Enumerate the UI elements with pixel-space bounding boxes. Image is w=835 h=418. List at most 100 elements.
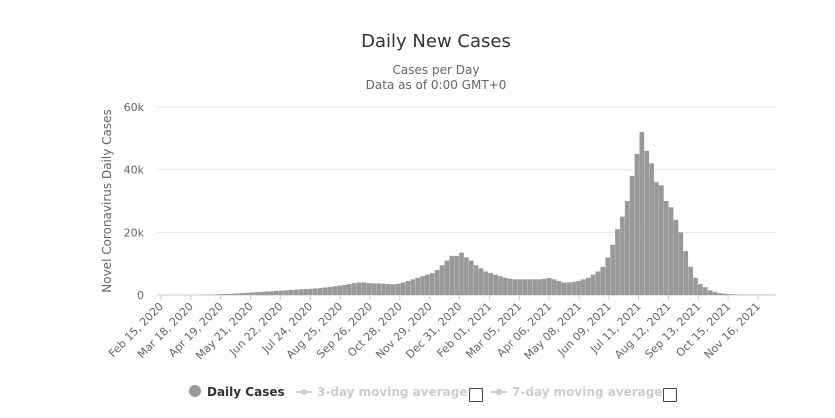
bar[interactable] bbox=[478, 268, 484, 295]
bar[interactable] bbox=[712, 291, 718, 295]
bar[interactable] bbox=[620, 216, 625, 295]
bar[interactable] bbox=[264, 291, 269, 295]
bar[interactable] bbox=[434, 269, 440, 295]
bar[interactable] bbox=[542, 278, 547, 295]
bar[interactable] bbox=[498, 276, 503, 295]
bar[interactable] bbox=[283, 290, 289, 295]
bar[interactable] bbox=[512, 279, 518, 295]
bar[interactable] bbox=[288, 289, 294, 295]
bar[interactable] bbox=[546, 278, 552, 295]
bar[interactable] bbox=[322, 287, 328, 295]
bar[interactable] bbox=[556, 280, 562, 295]
bar[interactable] bbox=[317, 288, 323, 295]
bar[interactable] bbox=[425, 274, 430, 295]
bar[interactable] bbox=[347, 284, 352, 295]
bar[interactable] bbox=[342, 284, 347, 295]
bar[interactable] bbox=[415, 277, 420, 295]
bar[interactable] bbox=[405, 280, 411, 295]
bar[interactable] bbox=[551, 279, 557, 295]
bar[interactable] bbox=[668, 207, 674, 295]
bar[interactable] bbox=[381, 283, 386, 295]
legend-item-daily-cases[interactable]: Daily Cases bbox=[189, 385, 285, 399]
bar[interactable] bbox=[464, 257, 469, 295]
bar[interactable] bbox=[629, 175, 635, 295]
bar[interactable] bbox=[605, 257, 611, 295]
bar[interactable] bbox=[581, 279, 586, 295]
bar[interactable] bbox=[702, 287, 708, 295]
bar[interactable] bbox=[600, 266, 606, 295]
bar[interactable] bbox=[298, 289, 304, 295]
bar[interactable] bbox=[522, 279, 528, 295]
bar[interactable] bbox=[395, 283, 401, 295]
bar[interactable] bbox=[386, 284, 391, 295]
bar[interactable] bbox=[576, 280, 581, 295]
bar[interactable] bbox=[654, 182, 659, 295]
bar[interactable] bbox=[444, 260, 450, 295]
bar[interactable] bbox=[683, 251, 689, 295]
bar[interactable] bbox=[649, 163, 654, 295]
bar[interactable] bbox=[663, 201, 669, 295]
bar[interactable] bbox=[566, 282, 572, 295]
bar[interactable] bbox=[698, 284, 703, 295]
bar[interactable] bbox=[503, 277, 508, 295]
bar[interactable] bbox=[468, 260, 474, 295]
bar[interactable] bbox=[517, 279, 523, 295]
bar[interactable] bbox=[249, 292, 255, 295]
bar[interactable] bbox=[527, 279, 533, 295]
bar[interactable] bbox=[473, 265, 479, 295]
bar[interactable] bbox=[483, 271, 489, 296]
bar[interactable] bbox=[459, 252, 464, 295]
bar[interactable] bbox=[351, 283, 357, 295]
bar[interactable] bbox=[225, 293, 230, 295]
bar[interactable] bbox=[366, 283, 372, 295]
bar[interactable] bbox=[269, 291, 274, 295]
bar[interactable] bbox=[327, 286, 333, 295]
bar[interactable] bbox=[254, 292, 260, 295]
bar[interactable] bbox=[234, 293, 240, 295]
bar[interactable] bbox=[634, 154, 640, 295]
legend-item-3-day-average[interactable]: 3-day moving average bbox=[296, 385, 467, 399]
bar[interactable] bbox=[639, 132, 645, 295]
bar[interactable] bbox=[693, 277, 698, 295]
bar[interactable] bbox=[400, 282, 406, 295]
bar[interactable] bbox=[293, 289, 299, 295]
bar[interactable] bbox=[420, 276, 425, 295]
bar[interactable] bbox=[312, 288, 318, 295]
bar[interactable] bbox=[371, 283, 377, 295]
bar[interactable] bbox=[278, 290, 284, 295]
bar[interactable] bbox=[717, 293, 723, 295]
bar[interactable] bbox=[259, 291, 265, 295]
bar[interactable] bbox=[361, 282, 367, 295]
bar[interactable] bbox=[624, 201, 630, 295]
bar[interactable] bbox=[507, 278, 513, 295]
bar[interactable] bbox=[356, 282, 362, 295]
bar[interactable] bbox=[561, 282, 567, 295]
bar[interactable] bbox=[585, 277, 591, 295]
bar[interactable] bbox=[332, 286, 338, 295]
bar[interactable] bbox=[488, 273, 494, 295]
bar[interactable] bbox=[410, 279, 416, 295]
bar[interactable] bbox=[615, 229, 620, 295]
bar[interactable] bbox=[230, 293, 235, 295]
bar[interactable] bbox=[376, 283, 382, 295]
bar[interactable] bbox=[610, 244, 615, 295]
bar[interactable] bbox=[215, 294, 221, 295]
bar[interactable] bbox=[239, 293, 245, 295]
bar[interactable] bbox=[337, 285, 343, 295]
bar[interactable] bbox=[571, 281, 576, 295]
bar[interactable] bbox=[722, 293, 728, 295]
bar[interactable] bbox=[493, 274, 498, 295]
bar[interactable] bbox=[220, 294, 226, 295]
bar[interactable] bbox=[454, 255, 459, 295]
bar[interactable] bbox=[532, 279, 537, 295]
bar[interactable] bbox=[678, 232, 684, 295]
bar[interactable] bbox=[659, 185, 664, 295]
bar[interactable] bbox=[707, 290, 713, 295]
bar[interactable] bbox=[644, 150, 650, 295]
bar[interactable] bbox=[727, 294, 732, 295]
bar[interactable] bbox=[595, 271, 601, 296]
bar[interactable] bbox=[439, 265, 445, 295]
bar[interactable] bbox=[390, 284, 396, 295]
bar[interactable] bbox=[244, 292, 250, 295]
bar[interactable] bbox=[273, 290, 279, 295]
